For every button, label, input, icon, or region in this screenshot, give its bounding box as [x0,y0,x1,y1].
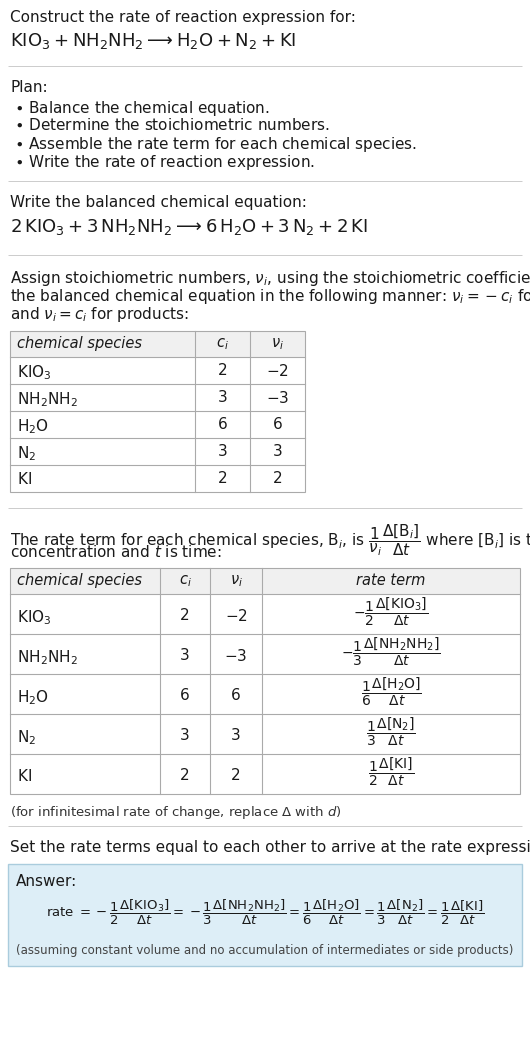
Text: $\mathrm{N_2}$: $\mathrm{N_2}$ [17,728,36,747]
Text: 2: 2 [180,608,190,623]
Text: 2: 2 [180,768,190,783]
Bar [10,331,305,492]
Text: $\mathrm{KIO_3 + NH_2NH_2 \longrightarrow H_2O + N_2 + KI}$: $\mathrm{KIO_3 + NH_2NH_2 \longrightarro… [10,31,296,51]
Text: $\mathrm{KI}$: $\mathrm{KI}$ [17,768,32,784]
Text: concentration and $t$ is time:: concentration and $t$ is time: [10,544,222,560]
Text: $\mathrm{2\,KIO_3 + 3\,NH_2NH_2 \longrightarrow 6\,H_2O + 3\,N_2 + 2\,KI}$: $\mathrm{2\,KIO_3 + 3\,NH_2NH_2 \longrig… [10,217,368,237]
Text: Write the balanced chemical equation:: Write the balanced chemical equation: [10,195,307,210]
Text: Construct the rate of reaction expression for:: Construct the rate of reaction expressio… [10,10,356,25]
Text: $c_i$: $c_i$ [216,336,229,351]
Text: $\mathrm{KI}$: $\mathrm{KI}$ [17,471,32,487]
Bar [10,568,520,794]
Text: rate term: rate term [356,573,426,588]
Text: and $\nu_i = c_i$ for products:: and $\nu_i = c_i$ for products: [10,305,189,324]
Text: $\bullet$ Determine the stoichiometric numbers.: $\bullet$ Determine the stoichiometric n… [14,117,330,133]
Text: chemical species: chemical species [17,336,142,351]
Text: $\bullet$ Write the rate of reaction expression.: $\bullet$ Write the rate of reaction exp… [14,153,315,172]
Bar [10,568,520,594]
Text: $\mathrm{KIO_3}$: $\mathrm{KIO_3}$ [17,363,51,382]
Text: $-\dfrac{1}{2}\dfrac{\Delta[\mathrm{KIO_3}]}{\Delta t}$: $-\dfrac{1}{2}\dfrac{\Delta[\mathrm{KIO_… [354,596,429,629]
Text: chemical species: chemical species [17,573,142,588]
Text: $\dfrac{1}{2}\dfrac{\Delta[\mathrm{KI}]}{\Delta t}$: $\dfrac{1}{2}\dfrac{\Delta[\mathrm{KI}]}… [368,756,414,789]
Text: $\mathrm{NH_2NH_2}$: $\mathrm{NH_2NH_2}$ [17,390,78,409]
Text: $\dfrac{1}{6}\dfrac{\Delta[\mathrm{H_2O}]}{\Delta t}$: $\dfrac{1}{6}\dfrac{\Delta[\mathrm{H_2O}… [360,676,421,708]
Text: Plan:: Plan: [10,79,48,95]
Text: $-3$: $-3$ [266,390,289,406]
Text: Assign stoichiometric numbers, $\nu_i$, using the stoichiometric coefficients, $: Assign stoichiometric numbers, $\nu_i$, … [10,269,530,288]
Text: 2: 2 [231,768,241,783]
Text: Answer:: Answer: [16,874,77,889]
Text: $\mathrm{H_2O}$: $\mathrm{H_2O}$ [17,417,49,436]
Text: 3: 3 [180,728,190,743]
Text: 3: 3 [272,444,282,459]
Text: $-2$: $-2$ [225,608,248,624]
Text: $\nu_i$: $\nu_i$ [229,573,243,589]
Text: rate $= -\dfrac{1}{2}\dfrac{\Delta[\mathrm{KIO_3}]}{\Delta t} = -\dfrac{1}{3}\df: rate $= -\dfrac{1}{2}\dfrac{\Delta[\math… [46,899,484,927]
Bar [8,864,522,967]
Text: 2: 2 [218,363,227,378]
Text: 2: 2 [218,471,227,486]
Text: 2: 2 [273,471,282,486]
Text: 3: 3 [218,390,227,405]
Text: $c_i$: $c_i$ [179,573,191,589]
Text: $\mathrm{KIO_3}$: $\mathrm{KIO_3}$ [17,608,51,627]
Text: 6: 6 [218,417,227,432]
Text: the balanced chemical equation in the following manner: $\nu_i = -c_i$ for react: the balanced chemical equation in the fo… [10,287,530,306]
Text: The rate term for each chemical species, $\mathrm{B}_i$, is $\dfrac{1}{\nu_i}\df: The rate term for each chemical species,… [10,522,530,558]
Text: Set the rate terms equal to each other to arrive at the rate expression:: Set the rate terms equal to each other t… [10,840,530,855]
Text: $\bullet$ Assemble the rate term for each chemical species.: $\bullet$ Assemble the rate term for eac… [14,135,417,154]
Text: (for infinitesimal rate of change, replace $\Delta$ with $d$): (for infinitesimal rate of change, repla… [10,804,342,821]
Text: $-2$: $-2$ [266,363,289,379]
Text: $\mathrm{NH_2NH_2}$: $\mathrm{NH_2NH_2}$ [17,649,78,666]
Text: $\nu_i$: $\nu_i$ [271,336,284,351]
Text: $\bullet$ Balance the chemical equation.: $\bullet$ Balance the chemical equation. [14,99,270,118]
Text: 6: 6 [231,688,241,703]
Text: $\mathrm{N_2}$: $\mathrm{N_2}$ [17,444,36,462]
Text: 6: 6 [272,417,282,432]
Text: (assuming constant volume and no accumulation of intermediates or side products): (assuming constant volume and no accumul… [16,943,514,957]
Text: $\mathrm{H_2O}$: $\mathrm{H_2O}$ [17,688,49,707]
Bar [10,331,305,357]
Text: $-3$: $-3$ [224,649,248,664]
Text: 3: 3 [231,728,241,743]
Text: 3: 3 [218,444,227,459]
Text: $\dfrac{1}{3}\dfrac{\Delta[\mathrm{N_2}]}{\Delta t}$: $\dfrac{1}{3}\dfrac{\Delta[\mathrm{N_2}]… [366,715,416,748]
Text: $-\dfrac{1}{3}\dfrac{\Delta[\mathrm{NH_2NH_2}]}{\Delta t}$: $-\dfrac{1}{3}\dfrac{\Delta[\mathrm{NH_2… [341,636,441,668]
Text: 3: 3 [180,649,190,663]
Text: 6: 6 [180,688,190,703]
